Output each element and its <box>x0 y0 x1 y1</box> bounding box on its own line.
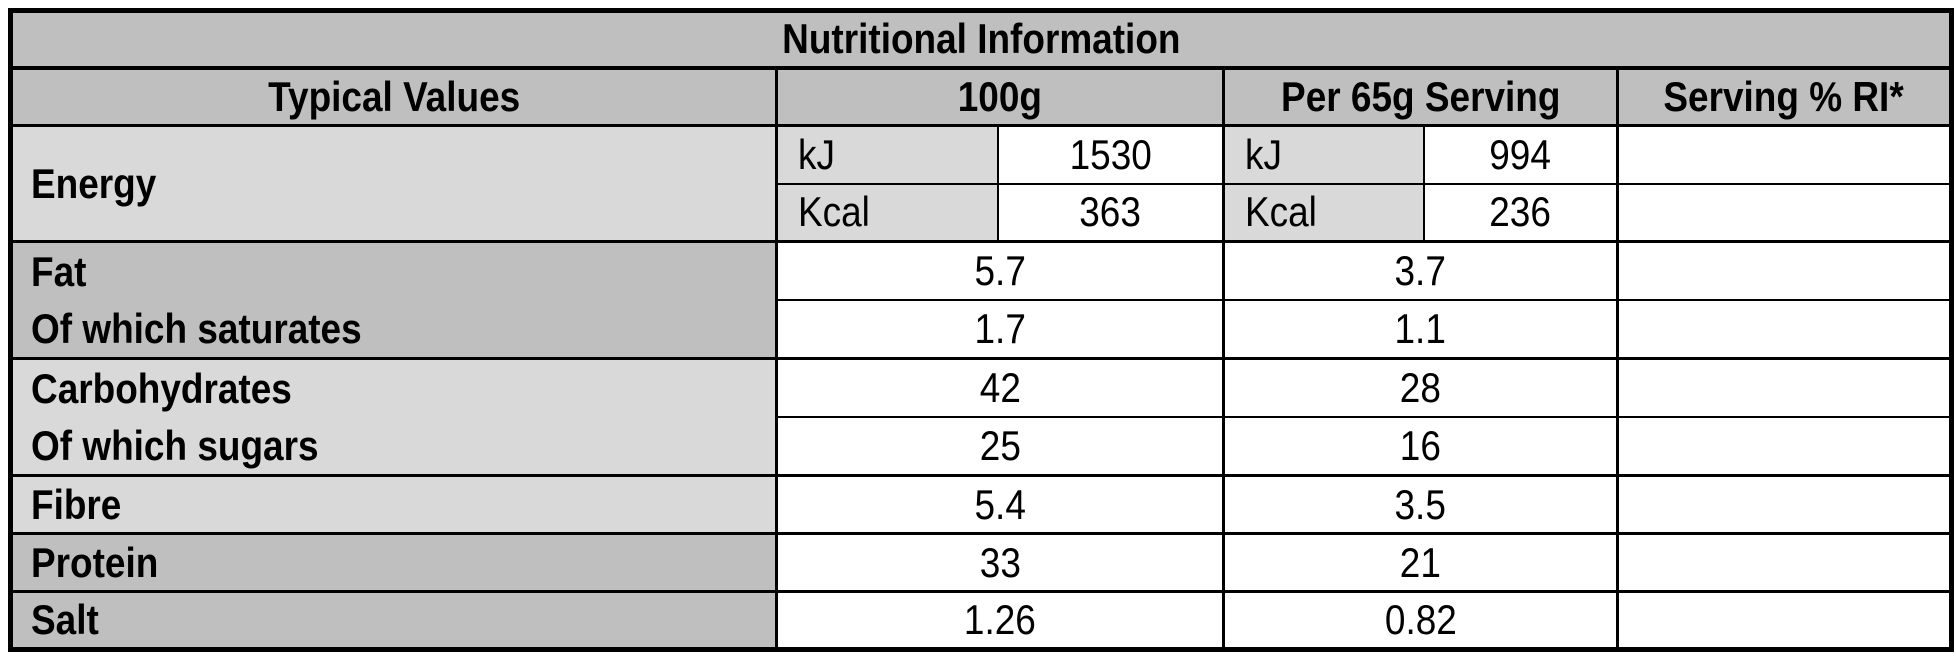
col-header-100g: 100g <box>775 66 1225 127</box>
salt-value-100g: 1.26 <box>775 590 1225 651</box>
protein-value-100g: 33 <box>775 532 1225 593</box>
energy-kcal-value-100g: 363 <box>996 182 1225 243</box>
fibre-value-serving: 3.5 <box>1222 474 1619 535</box>
fibre-value-100g: 5.4 <box>775 474 1225 535</box>
saturates-row: 1.7 1.1 <box>11 299 1953 360</box>
protein-ri-cell <box>1615 532 1953 593</box>
row-label-fat-group: Fat Of which saturates <box>9 240 778 360</box>
fat-value-100g: 5.7 <box>775 240 1225 301</box>
salt-ri-cell <box>1615 590 1953 651</box>
row-label-energy: Energy <box>9 124 778 243</box>
energy-kj-unit-100g: kJ <box>775 124 999 185</box>
col-header-typical-values: Typical Values <box>9 66 778 127</box>
row-label-carbohydrates-group: Carbohydrates Of which sugars <box>9 357 778 477</box>
row-label-salt: Salt <box>9 590 778 651</box>
sugars-value-100g: 25 <box>775 416 1225 477</box>
fat-value-serving: 3.7 <box>1222 240 1619 301</box>
row-label-protein: Protein <box>9 532 778 593</box>
col-header-per-65g-serving: Per 65g Serving <box>1222 66 1619 127</box>
energy-kj-unit-serving: kJ <box>1222 124 1425 185</box>
saturates-ri-cell <box>1615 299 1953 360</box>
carbohydrates-value-100g: 42 <box>775 357 1225 418</box>
energy-kcal-row: Kcal 363 Kcal 236 <box>11 182 1953 243</box>
carbohydrates-value-serving: 28 <box>1222 357 1619 418</box>
fat-ri-cell <box>1615 240 1953 301</box>
energy-kcal-ri-cell <box>1615 182 1953 243</box>
sugars-row: 25 16 <box>11 416 1953 477</box>
energy-kcal-value-serving: 236 <box>1422 182 1619 243</box>
fibre-row: Fibre 5.4 3.5 <box>9 474 1953 535</box>
row-label-fibre: Fibre <box>9 474 778 535</box>
table-title-cell: Nutritional Information <box>9 9 1953 70</box>
header-row: Typical Values 100g Per 65g Serving Serv… <box>9 66 1953 127</box>
saturates-value-100g: 1.7 <box>775 299 1225 360</box>
saturates-value-serving: 1.1 <box>1222 299 1619 360</box>
nutrition-table: Nutritional Information Typical Values 1… <box>8 8 1955 652</box>
energy-kj-row: Energy kJ 1530 kJ 994 <box>9 124 1953 243</box>
table-title: Nutritional Information <box>781 15 1181 63</box>
energy-kcal-unit-serving: Kcal <box>1222 182 1425 243</box>
salt-row: Salt 1.26 0.82 <box>9 590 1953 651</box>
sugars-ri-cell <box>1615 416 1953 477</box>
protein-value-serving: 21 <box>1222 532 1619 593</box>
protein-row: Protein 33 21 <box>9 532 1953 593</box>
title-row: Nutritional Information <box>9 9 1953 70</box>
carbohydrates-row: Carbohydrates Of which sugars 42 28 <box>9 357 1953 477</box>
fibre-ri-cell <box>1615 474 1953 535</box>
col-header-serving-ri: Serving % RI* <box>1615 66 1953 127</box>
carbohydrates-ri-cell <box>1615 357 1953 418</box>
energy-kj-ri-cell <box>1615 124 1953 185</box>
energy-kj-value-100g: 1530 <box>996 124 1225 185</box>
fat-row: Fat Of which saturates 5.7 3.7 <box>9 240 1953 360</box>
sugars-value-serving: 16 <box>1222 416 1619 477</box>
salt-value-serving: 0.82 <box>1222 590 1619 651</box>
energy-kj-value-serving: 994 <box>1422 124 1619 185</box>
energy-kcal-unit-100g: Kcal <box>775 182 999 243</box>
